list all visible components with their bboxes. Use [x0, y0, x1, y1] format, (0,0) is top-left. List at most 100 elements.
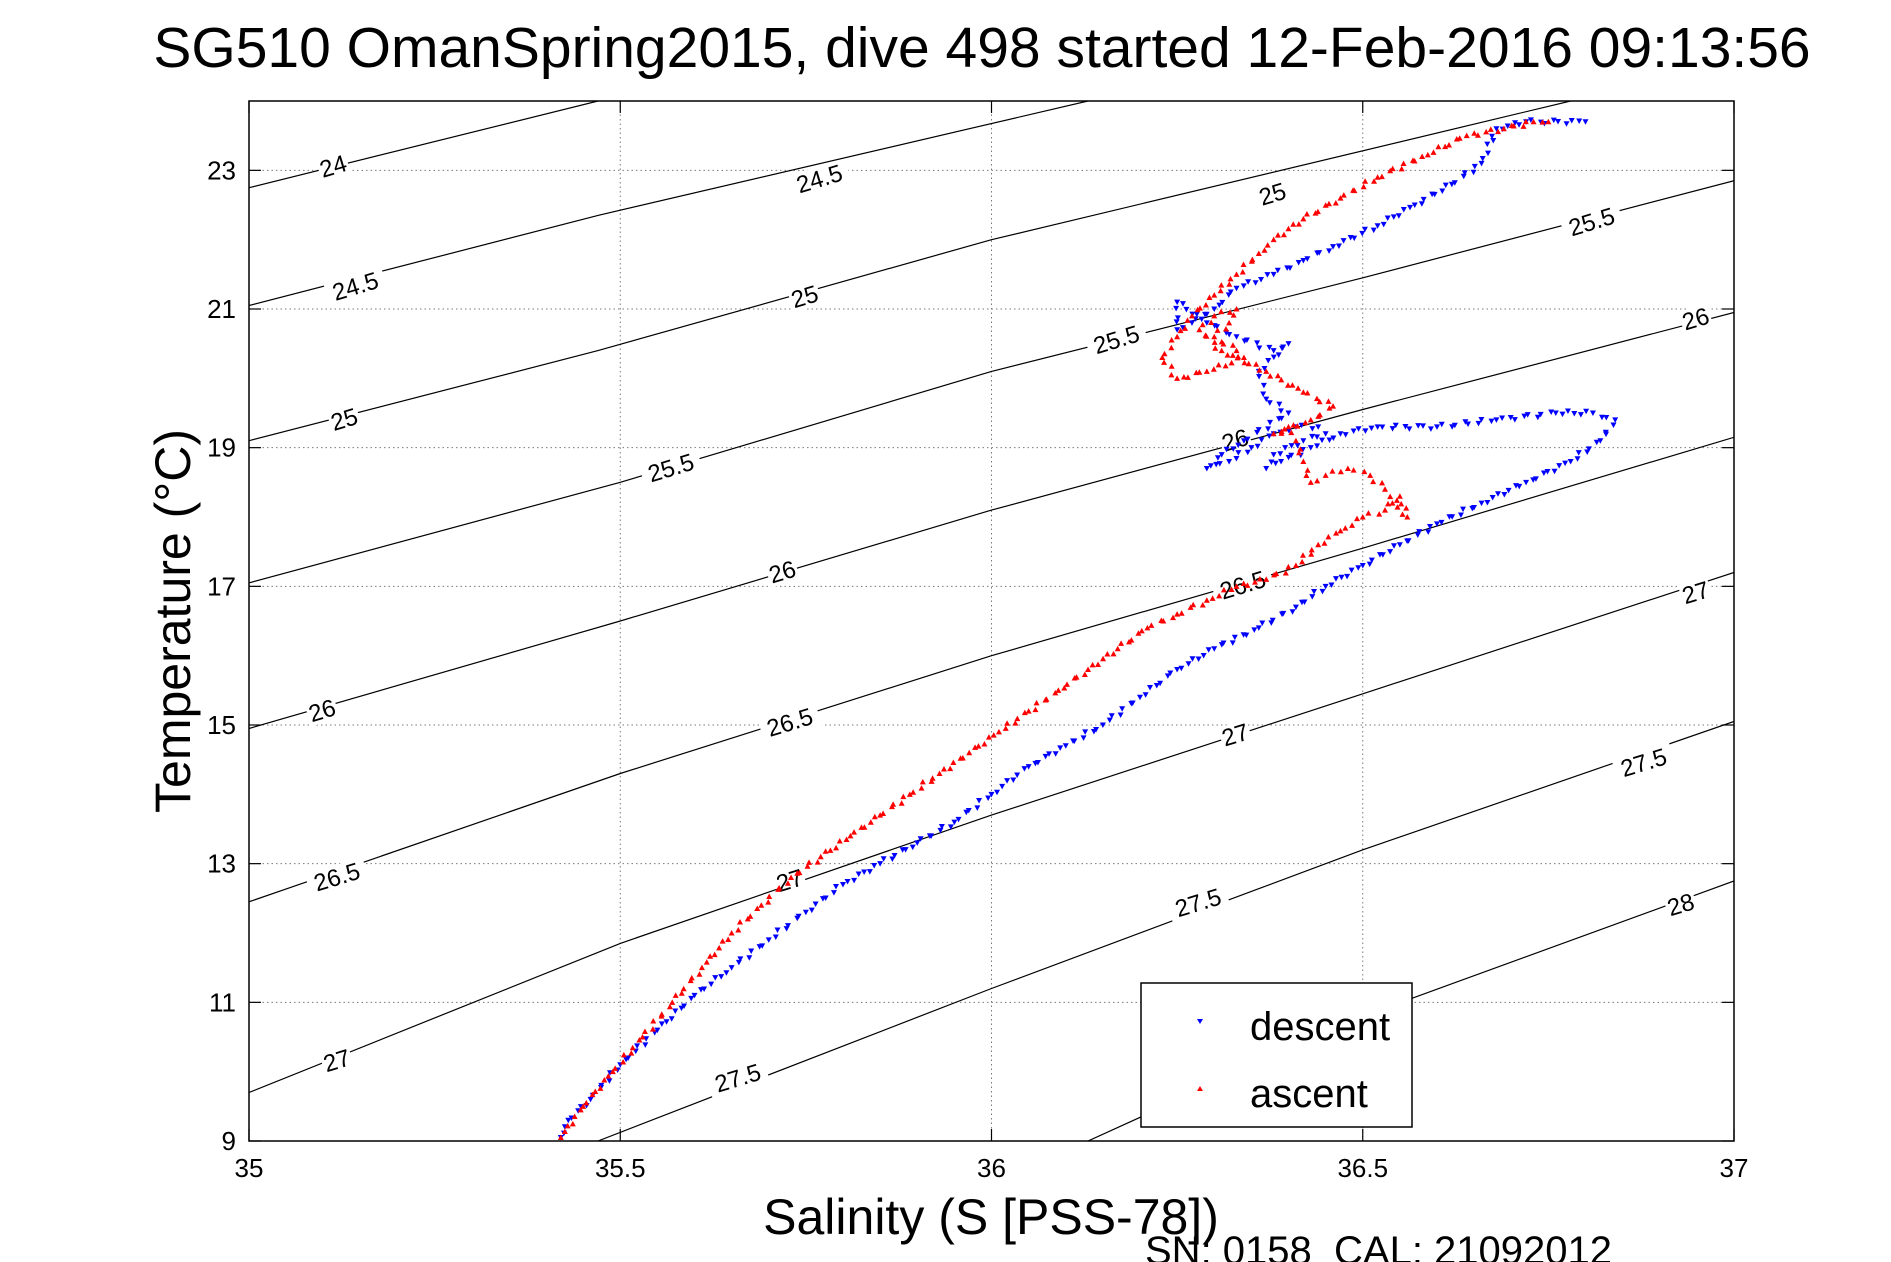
point-ascent — [1174, 375, 1181, 381]
density-contour-25.5 — [249, 180, 1734, 584]
point-descent — [1451, 180, 1458, 186]
point-ascent — [1292, 437, 1299, 444]
point-descent — [1438, 519, 1445, 526]
point-ascent — [796, 869, 803, 876]
point-ascent — [1278, 430, 1285, 436]
point-descent — [1387, 549, 1394, 555]
point-ascent — [1359, 514, 1366, 520]
point-ascent — [1168, 344, 1175, 351]
point-ascent — [1144, 624, 1151, 631]
point-ascent — [1081, 671, 1088, 677]
point-ascent — [1430, 149, 1437, 155]
point-descent — [1559, 411, 1566, 418]
point-descent — [1599, 414, 1606, 421]
point-ascent — [612, 1065, 619, 1071]
point-descent — [1418, 201, 1425, 207]
point-ascent — [1483, 128, 1490, 135]
point-ascent — [1389, 500, 1396, 506]
point-ascent — [1500, 125, 1507, 132]
point-descent — [1351, 235, 1358, 242]
point-ascent — [758, 902, 765, 908]
point-ascent — [1285, 423, 1292, 430]
point-descent — [565, 1117, 572, 1124]
point-ascent — [1160, 617, 1167, 624]
point-descent — [1544, 468, 1551, 475]
point-descent — [1260, 382, 1267, 389]
point-ascent — [1337, 195, 1344, 201]
point-descent — [1223, 330, 1230, 336]
point-descent — [1374, 223, 1381, 229]
point-ascent — [1300, 215, 1307, 222]
point-ascent — [1333, 530, 1340, 536]
point-descent — [1266, 400, 1273, 406]
point-descent — [1270, 354, 1277, 361]
point-descent — [1499, 415, 1506, 421]
point-descent — [830, 890, 837, 896]
point-descent — [909, 844, 916, 851]
point-ascent — [711, 951, 718, 958]
point-descent — [1082, 729, 1089, 735]
point-descent — [1080, 735, 1087, 741]
point-ascent — [1226, 281, 1233, 287]
point-descent — [1439, 188, 1446, 194]
point-ascent — [1255, 250, 1262, 257]
point-descent — [1355, 565, 1362, 571]
point-ascent — [1378, 173, 1385, 180]
point-descent — [1319, 588, 1326, 595]
point-descent — [1259, 620, 1266, 626]
contour-label-25.5: 25.5 — [1084, 319, 1149, 361]
point-descent — [1106, 717, 1113, 724]
point-ascent — [806, 859, 813, 865]
point-ascent — [597, 1085, 604, 1091]
point-ascent — [1211, 292, 1218, 298]
contour-label-text: 26.5 — [311, 858, 364, 897]
point-ascent — [1073, 674, 1080, 680]
point-descent — [1142, 692, 1149, 698]
point-descent — [1277, 451, 1284, 457]
point-descent — [1390, 214, 1397, 220]
point-descent — [880, 856, 887, 862]
point-descent — [1309, 594, 1316, 600]
point-descent — [1235, 442, 1242, 449]
point-ascent — [1337, 468, 1344, 475]
point-ascent — [1398, 165, 1405, 172]
point-descent — [1390, 543, 1397, 549]
point-ascent — [1240, 580, 1247, 586]
point-descent — [1289, 609, 1296, 615]
point-ascent — [1329, 468, 1336, 474]
point-descent — [1213, 324, 1220, 330]
point-descent — [1597, 438, 1604, 444]
contour-label-bg — [1166, 882, 1231, 924]
point-descent — [1240, 283, 1247, 289]
point-ascent — [1226, 319, 1233, 326]
point-descent — [1288, 443, 1295, 449]
point-ascent — [592, 1088, 599, 1094]
point-descent — [1240, 632, 1247, 638]
point-ascent — [1316, 411, 1323, 418]
point-ascent — [1325, 200, 1332, 207]
point-ascent — [928, 778, 935, 784]
point-descent — [774, 927, 781, 934]
point-descent — [1174, 315, 1181, 321]
contour-label-text: 27.5 — [712, 1059, 765, 1098]
point-descent — [1218, 642, 1225, 648]
point-ascent — [940, 766, 947, 772]
point-ascent — [880, 810, 887, 816]
point-ascent — [658, 1011, 665, 1017]
point-descent — [1330, 244, 1337, 250]
point-descent — [917, 836, 924, 842]
point-ascent — [1184, 374, 1191, 380]
point-ascent — [1280, 231, 1287, 238]
point-ascent — [1365, 510, 1372, 516]
point-ascent — [1228, 586, 1235, 592]
point-descent — [1359, 230, 1366, 237]
point-descent — [1347, 234, 1354, 241]
point-descent — [606, 1078, 613, 1084]
y-tick-label: 11 — [209, 987, 236, 1017]
point-ascent — [1350, 467, 1357, 473]
chart-title: SG510 OmanSpring2015, dive 498 started 1… — [153, 16, 1810, 80]
point-descent — [1229, 640, 1236, 646]
point-descent — [1484, 499, 1491, 506]
point-ascent — [1033, 699, 1040, 706]
point-descent — [1254, 340, 1261, 346]
